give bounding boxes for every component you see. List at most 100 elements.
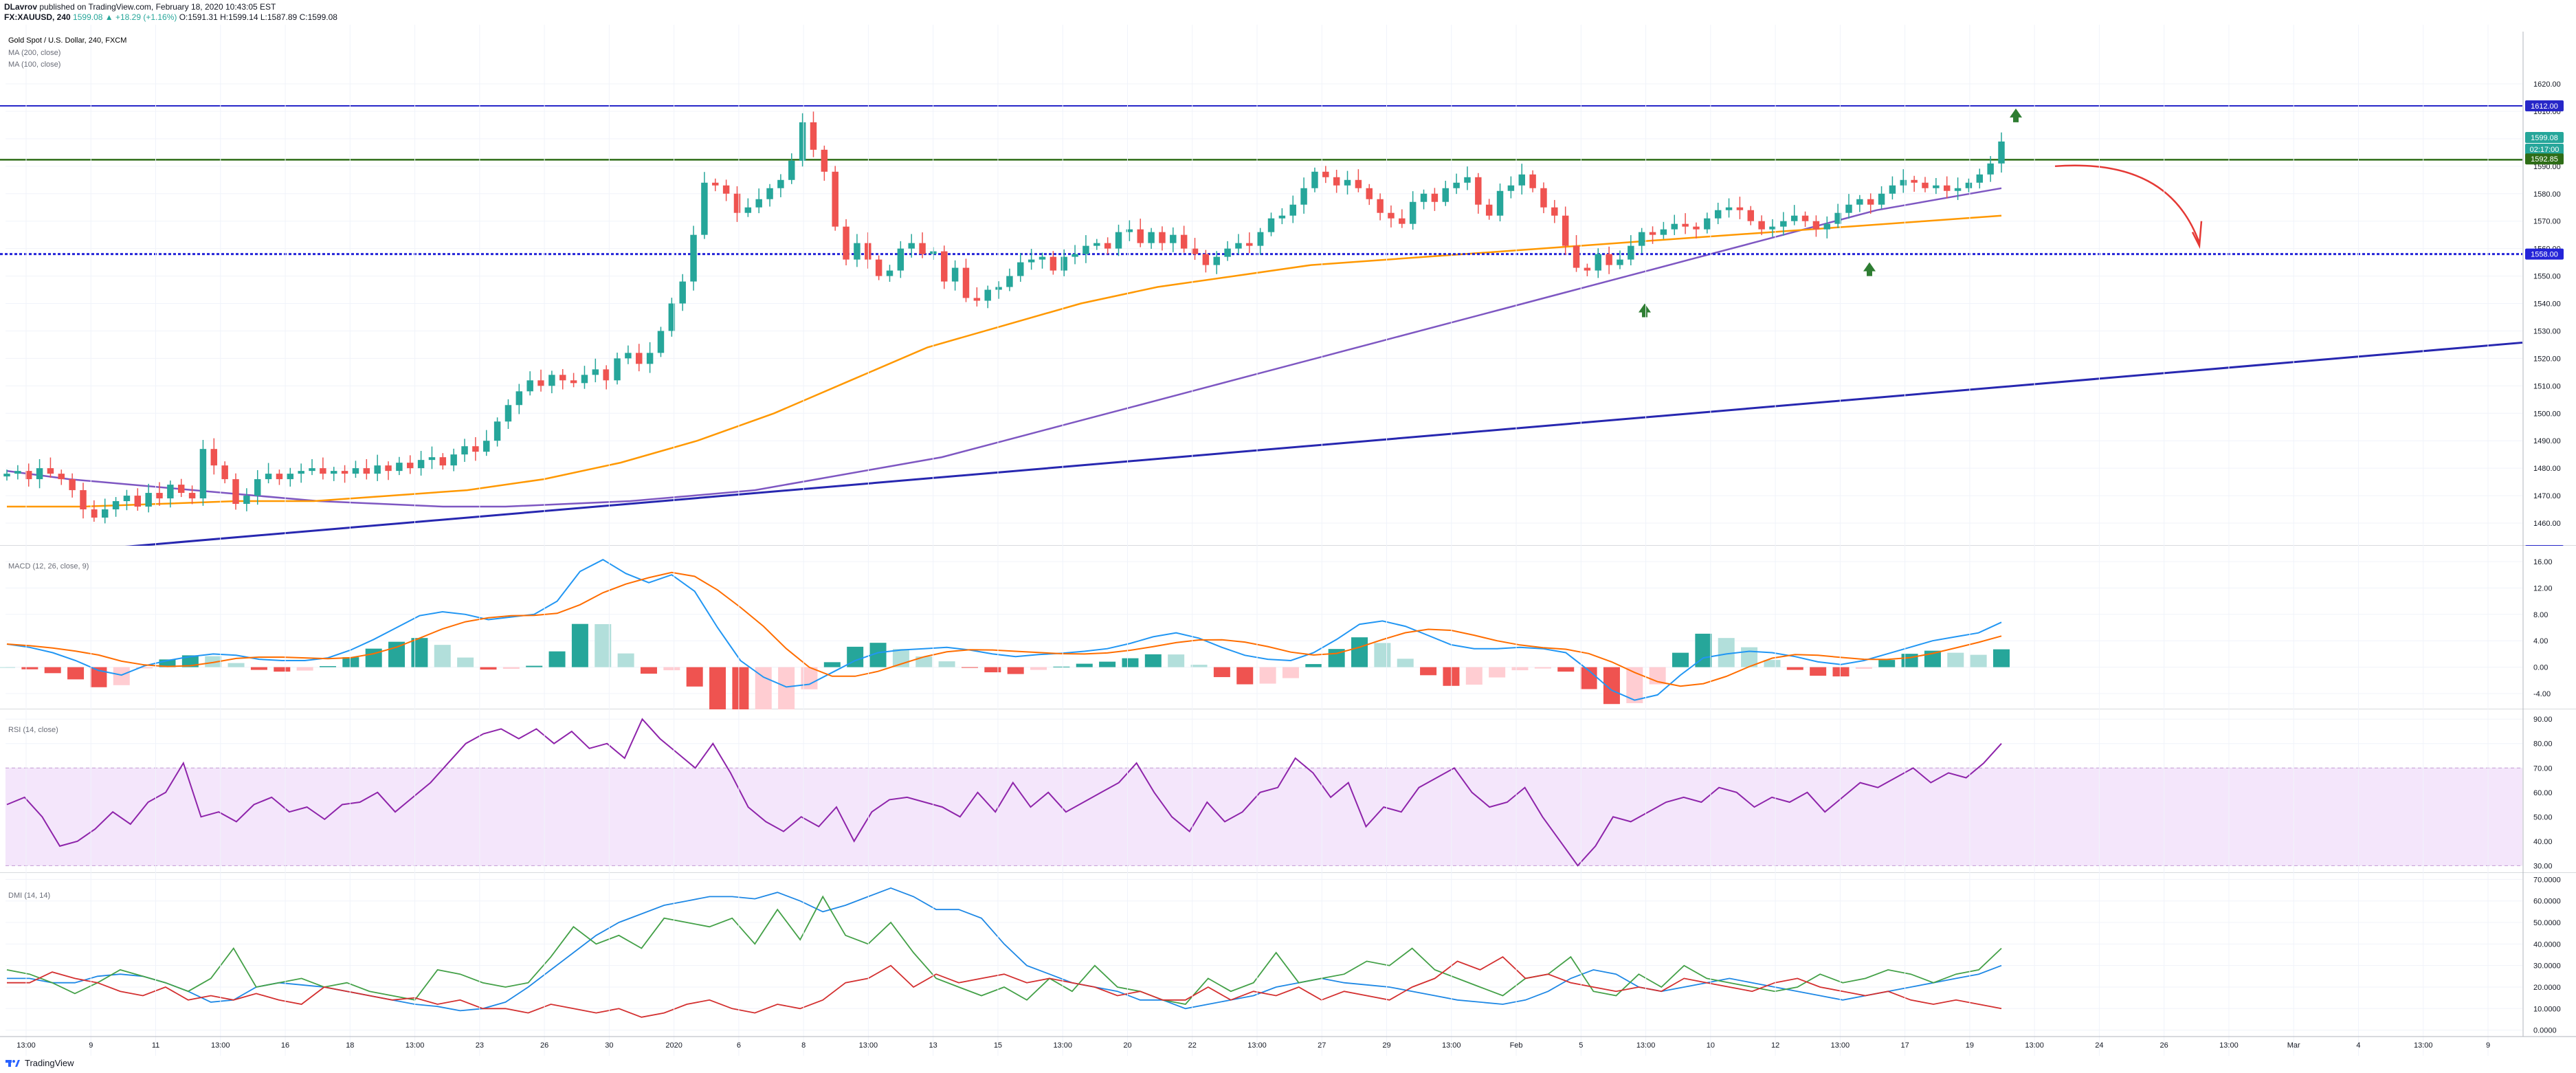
macd-histogram-bar — [984, 667, 1001, 673]
chart-area[interactable]: 1620.001610.001600.001590.001580.001570.… — [0, 25, 2576, 1056]
time-tick-label: 26 — [540, 1041, 548, 1050]
candle-body — [1736, 207, 1744, 210]
macd-tick-label: 4.00 — [2533, 637, 2548, 645]
candle-body — [156, 493, 163, 499]
axis-label-last-price: 1599.08 — [2531, 134, 2558, 142]
candle-body — [80, 490, 87, 510]
time-tick-label: 9 — [89, 1041, 93, 1050]
candle-body — [243, 496, 250, 505]
up-arrow-icon — [1863, 262, 1876, 276]
time-tick-label: 10 — [1707, 1041, 1715, 1050]
time-tick-label: 23 — [476, 1041, 484, 1050]
candle-body — [1780, 221, 1787, 227]
candle-body — [1693, 226, 1700, 230]
macd-histogram-bar — [1672, 652, 1689, 667]
macd-histogram-bar — [915, 656, 933, 667]
candle-body — [1769, 226, 1776, 230]
time-tick-label: 13:00 — [859, 1041, 878, 1050]
candle-body — [701, 182, 708, 235]
candle-body — [1246, 243, 1253, 246]
axis-label-1612: 1612.00 — [2531, 102, 2558, 111]
macd-histogram-bar — [205, 656, 222, 667]
candle-body — [1191, 248, 1199, 254]
candle-body — [36, 468, 43, 480]
candle-body — [1704, 218, 1711, 230]
macd-histogram-bar — [938, 661, 955, 667]
candle-body — [1366, 188, 1373, 199]
candle-body — [188, 493, 196, 499]
candle-body — [1082, 245, 1089, 254]
macd-histogram-bar — [296, 667, 313, 671]
time-tick-label: 16 — [281, 1041, 289, 1050]
candle-body — [1867, 199, 1874, 205]
candle-body — [875, 259, 882, 276]
candle-body — [1856, 199, 1863, 205]
time-tick-label: 26 — [2160, 1041, 2168, 1050]
candle-body — [331, 471, 337, 474]
dmi-pane: 70.0000 60.0000 50.0000 40.0000 30.0000 20.00… — [0, 873, 2576, 1037]
candle-body — [374, 465, 381, 474]
time-tick-label: 13:00 — [406, 1041, 425, 1050]
candle-body — [1649, 232, 1656, 235]
rsi-line — [6, 718, 2002, 867]
candle-body — [199, 449, 207, 499]
footer-brand[interactable]: TradingView — [25, 1058, 74, 1068]
candle-body — [821, 149, 828, 172]
candle-body — [1148, 232, 1155, 243]
macd-histogram-bar — [1076, 663, 1093, 667]
macd-histogram-bar — [0, 667, 15, 668]
last-quote: 1599.08 ▲ +18.29 (+1.16%) — [73, 12, 177, 22]
rsi-tick-label: 30.00 — [2533, 862, 2553, 870]
macd-histogram-bar — [1374, 643, 1391, 667]
candle-body — [504, 405, 512, 422]
up-arrow-icon — [1639, 303, 1651, 318]
time-tick-label: 22 — [1188, 1041, 1197, 1050]
time-tick-label: 9 — [2486, 1041, 2490, 1050]
candle-body — [973, 298, 981, 301]
macd-tick-label: 12.00 — [2533, 584, 2553, 593]
rsi-pane: 90.00 80.00 70.00 60.00 50.00 40.00 30.00 — [0, 709, 2576, 874]
candle-body — [1812, 221, 1820, 230]
candle-body — [1911, 179, 1918, 183]
dmi-bg — [0, 873, 2576, 1037]
candle-body — [1823, 223, 1831, 230]
macd-histogram-bar — [480, 667, 497, 670]
axis-label-1612-bg — [2525, 100, 2564, 111]
candle-body — [515, 391, 523, 406]
time-tick-label: 20 — [1123, 1041, 1131, 1050]
candle-body — [69, 479, 76, 491]
candle-body — [865, 243, 871, 260]
macd-histogram-bar — [1810, 667, 1827, 676]
time-tick-label: 13:00 — [16, 1041, 36, 1050]
candle-body — [1573, 245, 1580, 268]
macd-histogram-bar — [1168, 654, 1185, 667]
candle-body — [1660, 229, 1667, 235]
time-tick-label: 13:00 — [1831, 1041, 1850, 1050]
author-name[interactable]: DLavrov — [4, 2, 38, 12]
dmi-tick-label: 0.0000 — [2533, 1027, 2557, 1035]
dmi-tick-label: 10.0000 — [2533, 1005, 2561, 1013]
candle-body — [1039, 256, 1046, 260]
candle-body — [1671, 223, 1678, 230]
macd-histogram-bar — [342, 657, 359, 667]
candle-body — [1017, 262, 1024, 276]
candle-body — [1725, 207, 1733, 210]
candle-body — [722, 185, 730, 194]
candle-body — [962, 267, 970, 298]
time-tick-label: 4 — [2356, 1041, 2360, 1050]
axis-label-1592-bg — [2525, 153, 2564, 165]
macd-histogram-bar — [823, 662, 841, 667]
macd-histogram-bar — [1511, 667, 1529, 671]
candle-body — [1431, 193, 1439, 202]
macd-histogram-bar — [1122, 658, 1139, 667]
macd-histogram-bar — [1489, 667, 1506, 678]
macd-histogram-bar — [113, 667, 130, 685]
candle-body — [1267, 218, 1275, 232]
time-tick-label: 13:00 — [1636, 1041, 1656, 1050]
candle-body — [1180, 234, 1188, 249]
candle-body — [1093, 243, 1100, 246]
candle-body — [1322, 171, 1329, 177]
macd-tick-label: 16.00 — [2533, 558, 2553, 566]
macd-tick-label: -4.00 — [2533, 690, 2551, 698]
price-tick-label: 1500.00 — [2533, 410, 2561, 418]
